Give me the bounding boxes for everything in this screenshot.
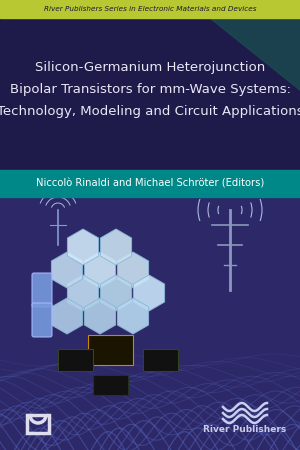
FancyBboxPatch shape bbox=[32, 273, 52, 307]
Bar bbox=[0, 0, 300, 18]
Polygon shape bbox=[68, 275, 99, 311]
Text: Niccolò Rinaldi and Michael Schröter (Editors): Niccolò Rinaldi and Michael Schröter (Ed… bbox=[36, 179, 264, 189]
Bar bbox=[93, 375, 128, 395]
Polygon shape bbox=[68, 229, 99, 265]
Text: Technology, Modeling and Circuit Applications: Technology, Modeling and Circuit Applica… bbox=[0, 105, 300, 118]
Polygon shape bbox=[100, 275, 132, 311]
Polygon shape bbox=[51, 298, 82, 334]
Polygon shape bbox=[117, 298, 148, 334]
Bar bbox=[58, 349, 93, 371]
Bar bbox=[98, 341, 122, 359]
Bar bbox=[0, 170, 300, 197]
Polygon shape bbox=[220, 0, 300, 80]
Bar bbox=[143, 349, 178, 371]
Bar bbox=[0, 18, 300, 170]
Polygon shape bbox=[100, 229, 132, 265]
Text: Bipolar Transistors for mm-Wave Systems:: Bipolar Transistors for mm-Wave Systems: bbox=[10, 84, 290, 96]
FancyBboxPatch shape bbox=[32, 303, 52, 337]
Polygon shape bbox=[134, 275, 165, 311]
Text: River Publishers: River Publishers bbox=[203, 424, 286, 433]
Bar bbox=[102, 344, 118, 356]
Polygon shape bbox=[210, 18, 300, 90]
Bar bbox=[94, 338, 126, 362]
Bar bbox=[88, 335, 133, 365]
Bar bbox=[106, 347, 114, 353]
Polygon shape bbox=[51, 252, 82, 288]
Polygon shape bbox=[84, 298, 116, 334]
Polygon shape bbox=[84, 252, 116, 288]
Bar bbox=[27, 415, 49, 433]
Text: River Publishers Series in Electronic Materials and Devices: River Publishers Series in Electronic Ma… bbox=[44, 6, 256, 12]
Polygon shape bbox=[117, 252, 148, 288]
Text: Silicon-Germanium Heterojunction: Silicon-Germanium Heterojunction bbox=[35, 62, 265, 75]
